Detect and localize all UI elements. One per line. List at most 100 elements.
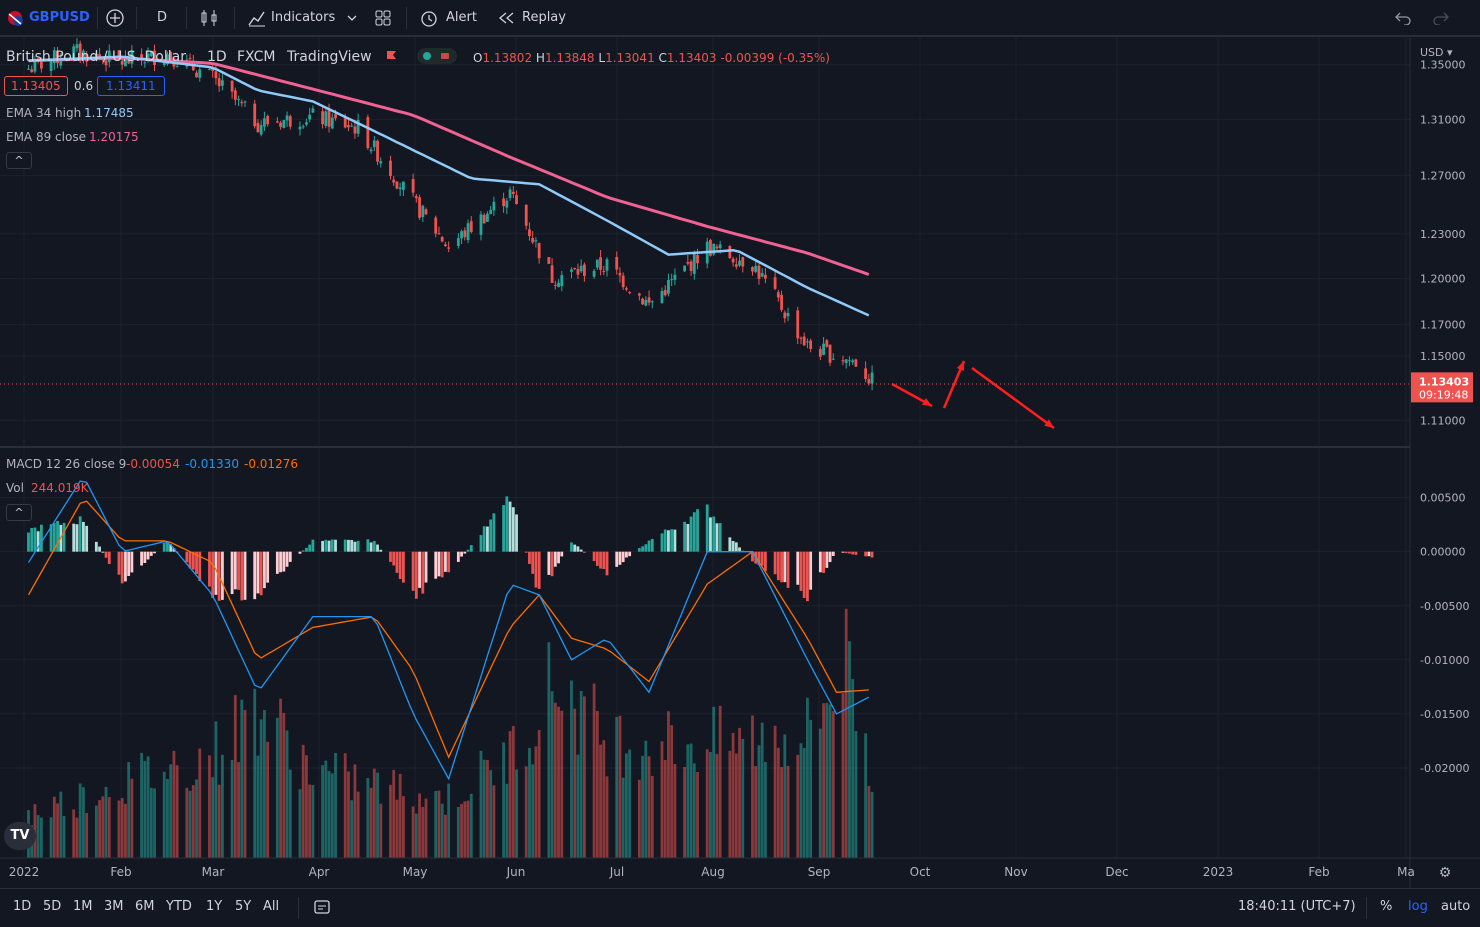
macd-histogram-bar bbox=[479, 535, 483, 552]
volume-bar bbox=[230, 759, 234, 858]
chart-type-candles-icon[interactable] bbox=[200, 0, 218, 36]
macd-histogram-bar bbox=[440, 551, 444, 578]
chart-canvas[interactable]: 2022 Feb Mar Apr May Jun Jul Aug Sep Oct Nov Dec 202… bbox=[0, 38, 1480, 888]
candle-body bbox=[650, 301, 654, 303]
macd-histogram-bar bbox=[625, 551, 628, 558]
range-3m[interactable]: 3M bbox=[104, 899, 124, 914]
volume-bar bbox=[402, 796, 405, 858]
macd-histogram-bar bbox=[350, 540, 354, 552]
volume-bar bbox=[263, 710, 266, 858]
spread-value: 0.6 bbox=[74, 79, 94, 93]
templates-grid-icon[interactable] bbox=[374, 0, 392, 36]
collapse-pane-legend-button[interactable]: ^ bbox=[6, 504, 32, 521]
candle-body bbox=[78, 43, 82, 58]
macd-histogram-bar bbox=[392, 551, 396, 566]
undo-icon[interactable] bbox=[1394, 0, 1412, 36]
candle-body bbox=[305, 122, 308, 125]
replay-rewind-icon[interactable] bbox=[498, 0, 516, 36]
candle-body bbox=[667, 279, 670, 294]
volume-bar bbox=[107, 797, 111, 858]
macd-histogram-bar bbox=[486, 526, 489, 552]
symbol-flag-icon bbox=[5, 0, 25, 36]
macd-histogram-bar bbox=[288, 551, 292, 562]
macd-histogram-bar bbox=[825, 551, 829, 568]
macd-histogram-bar bbox=[534, 551, 538, 588]
macd-histogram-bar bbox=[279, 551, 282, 573]
range-1m[interactable]: 1M bbox=[73, 899, 93, 914]
volume-bar bbox=[482, 759, 486, 858]
macd-histogram-bar bbox=[343, 539, 347, 552]
symbol-search-button[interactable]: GBPUSD bbox=[29, 10, 90, 25]
macd-histogram-bar bbox=[418, 551, 421, 588]
range-1y[interactable]: 1Y bbox=[206, 899, 223, 914]
volume-bar bbox=[534, 746, 538, 858]
candle-body bbox=[27, 68, 30, 70]
volume-bar bbox=[279, 698, 282, 858]
volume-bar bbox=[395, 799, 399, 858]
macd-histogram-bar bbox=[502, 505, 505, 552]
volume-bar bbox=[117, 800, 121, 858]
alert-button[interactable]: Alert bbox=[446, 10, 477, 25]
macd-histogram-bar bbox=[240, 551, 244, 601]
date-range-icon[interactable] bbox=[313, 889, 331, 927]
candle-body bbox=[59, 60, 63, 66]
macd-histogram-bar bbox=[195, 551, 198, 574]
macd-axis-label: -0.01500 bbox=[1420, 708, 1469, 721]
range-all[interactable]: All bbox=[263, 899, 280, 914]
market-status-toggle[interactable] bbox=[417, 48, 457, 64]
range-5d[interactable]: 5D bbox=[43, 899, 62, 914]
candle-body bbox=[444, 244, 447, 247]
volume-bar bbox=[715, 753, 719, 858]
replay-button[interactable]: Replay bbox=[522, 10, 566, 25]
ema89-label[interactable]: EMA 89 close bbox=[6, 130, 86, 144]
candle-body bbox=[670, 279, 674, 281]
volume-bar bbox=[324, 760, 328, 858]
volume-bar bbox=[618, 715, 622, 858]
ema34-value: 1.17485 bbox=[84, 106, 134, 120]
sell-price-button[interactable]: 1.13405 bbox=[4, 76, 68, 96]
candle-body bbox=[776, 292, 780, 298]
buy-price-button[interactable]: 1.13411 bbox=[97, 76, 165, 96]
range-1d[interactable]: 1D bbox=[13, 899, 32, 914]
tradingview-logo[interactable]: TV bbox=[4, 822, 36, 850]
macd-label[interactable]: MACD 12 26 close 9 bbox=[6, 457, 127, 471]
range-6m[interactable]: 6M bbox=[135, 899, 155, 914]
log-scale-toggle[interactable]: log bbox=[1408, 899, 1428, 914]
volume-bar bbox=[463, 801, 467, 858]
candle-body bbox=[621, 275, 625, 288]
clock-timezone[interactable]: 18:40:11 (UTC+7) bbox=[1238, 899, 1356, 914]
candle-body bbox=[146, 53, 150, 62]
range-ytd[interactable]: YTD bbox=[166, 899, 192, 914]
macd-axis-label: 0.00500 bbox=[1420, 492, 1466, 505]
auto-scale-toggle[interactable]: auto bbox=[1441, 899, 1471, 914]
indicators-chevron-down-icon[interactable] bbox=[347, 0, 357, 36]
candle-body bbox=[166, 54, 169, 65]
macd-histogram-bar bbox=[146, 551, 150, 560]
macd-histogram-bar bbox=[62, 522, 66, 552]
macd-histogram-bar bbox=[85, 525, 89, 552]
macd-histogram bbox=[27, 496, 874, 602]
collapse-legend-button[interactable]: ^ bbox=[6, 152, 32, 169]
ema34-label[interactable]: EMA 34 high bbox=[6, 106, 82, 120]
volume-bar bbox=[285, 730, 289, 858]
indicators-icon[interactable] bbox=[247, 0, 267, 36]
range-5y[interactable]: 5Y bbox=[235, 899, 252, 914]
volume-bar bbox=[214, 721, 218, 858]
candle-body bbox=[288, 116, 292, 127]
macd-histogram-bar bbox=[796, 551, 800, 585]
indicators-button[interactable]: Indicators bbox=[271, 10, 336, 25]
candle-body bbox=[460, 231, 463, 239]
percent-scale-toggle[interactable]: % bbox=[1380, 899, 1393, 914]
macd-histogram-bar bbox=[728, 537, 732, 552]
alert-clock-icon[interactable] bbox=[419, 0, 439, 36]
redo-icon[interactable] bbox=[1432, 0, 1450, 36]
compare-add-icon[interactable] bbox=[104, 0, 126, 36]
volume-bar bbox=[143, 761, 147, 858]
volume-bar bbox=[198, 748, 202, 858]
volume-label[interactable]: Vol bbox=[6, 481, 24, 495]
interval-button[interactable]: D bbox=[157, 10, 168, 25]
macd-histogram-bar bbox=[275, 551, 279, 574]
candle-body bbox=[760, 273, 764, 277]
candle-body bbox=[437, 233, 441, 235]
volume-bar bbox=[466, 800, 470, 858]
